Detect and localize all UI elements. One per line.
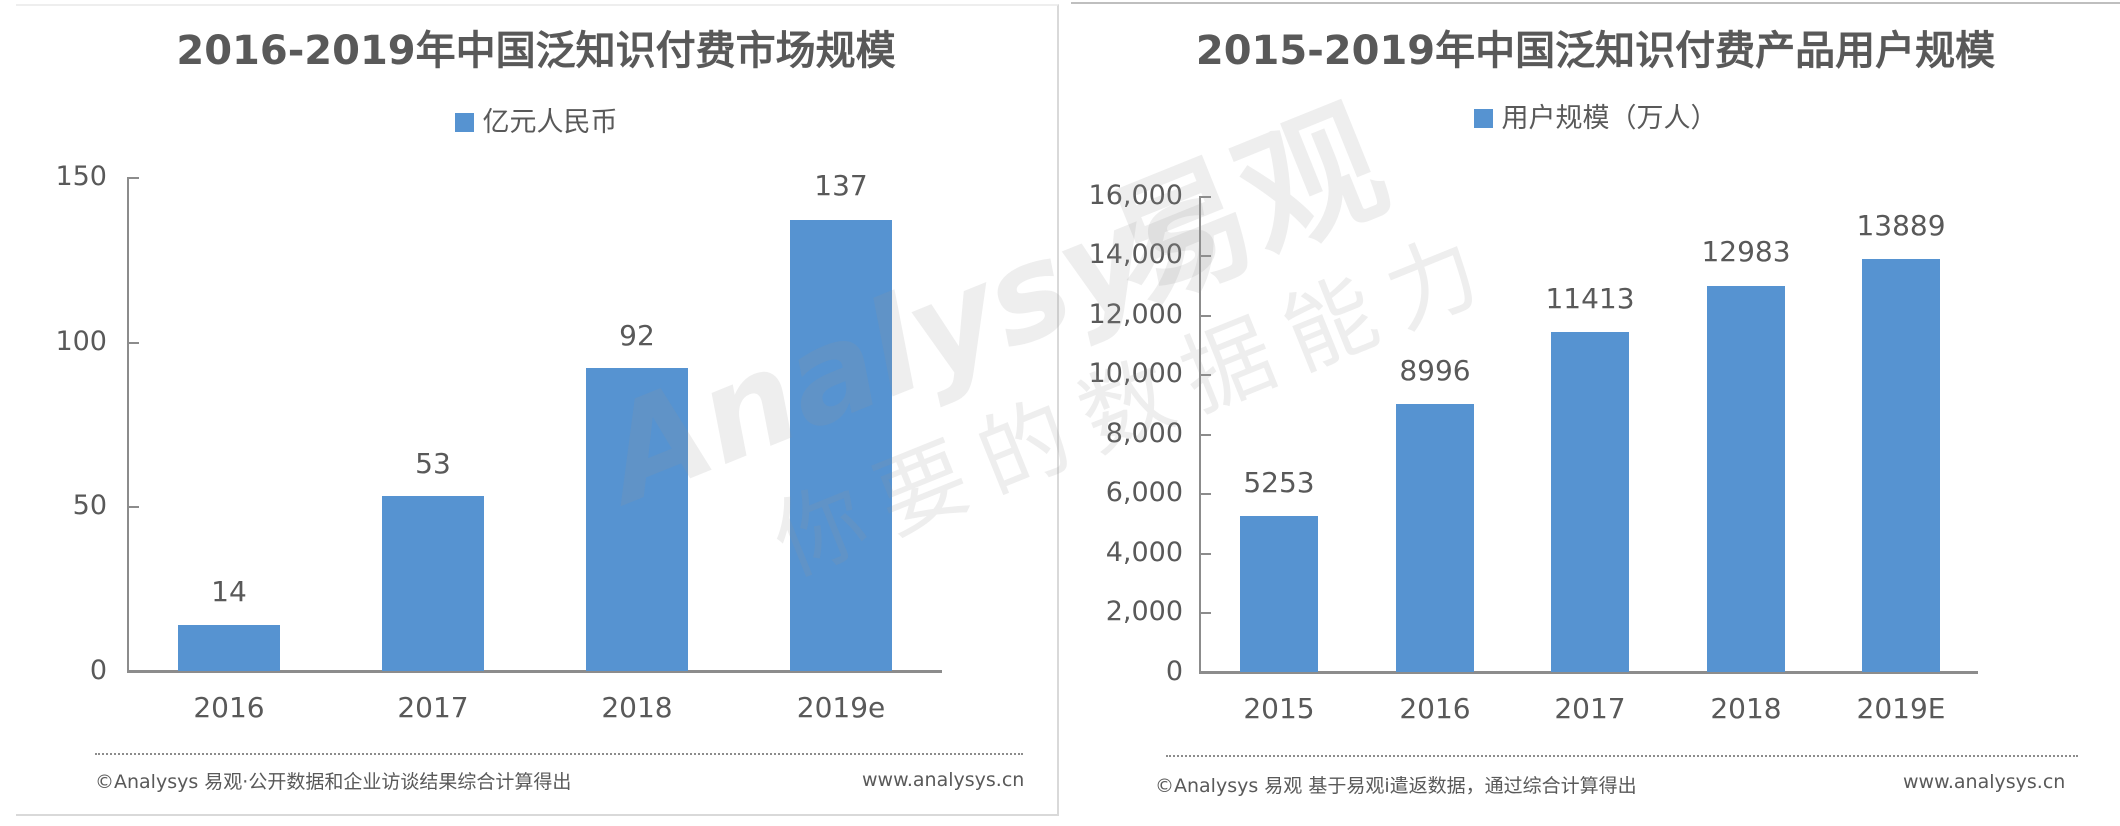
right-bar-2018	[1707, 286, 1785, 672]
right-y-tick	[1199, 374, 1211, 376]
right-y-tick	[1199, 553, 1211, 555]
left-chart-legend: 亿元人民币	[16, 100, 1056, 139]
right-y-tick-label: 10,000	[1088, 358, 1183, 389]
left-y-tick-label: 150	[55, 161, 107, 192]
right-bar-2015	[1240, 516, 1318, 672]
left-footer-url[interactable]: www.analysys.cn	[862, 769, 1025, 791]
left-x-tick-label: 2016	[193, 691, 265, 724]
left-footer-source: ©Analysys 易观·公开数据和企业访谈结果综合计算得出	[95, 771, 572, 793]
right-y-tick-label: 4,000	[1105, 537, 1183, 568]
left-bar-2019e	[790, 220, 892, 671]
left-x-tick-label: 2018	[601, 691, 673, 724]
left-footer-divider	[95, 753, 1023, 755]
left-chart-title: 2016-2019年中国泛知识付费市场规模	[176, 28, 896, 74]
legend-swatch-icon	[1473, 109, 1493, 128]
left-x-tick-label: 2017	[397, 691, 469, 724]
right-y-tick	[1199, 315, 1211, 317]
left-x-axis	[127, 670, 942, 673]
left-y-tick	[127, 506, 139, 508]
right-x-tick-label: 2019E	[1856, 692, 1946, 725]
right-y-tick	[1199, 196, 1211, 198]
right-y-tick	[1199, 434, 1211, 436]
right-bar-value: 5253	[1243, 466, 1315, 499]
right-y-tick	[1199, 612, 1211, 614]
right-bar-value: 11413	[1545, 282, 1635, 315]
left-bar-value: 137	[814, 169, 868, 202]
left-y-tick	[127, 177, 139, 179]
right-bar-value: 12983	[1701, 235, 1791, 268]
legend-swatch-icon	[454, 113, 474, 132]
right-legend-label: 用户规模（万人）	[1501, 103, 1718, 134]
right-x-tick-label: 2017	[1554, 692, 1626, 725]
right-y-tick-label: 8,000	[1105, 418, 1183, 449]
left-y-tick-label: 50	[72, 490, 107, 521]
right-footer-source: ©Analysys 易观 基于易观i遣返数据，通过综合计算得出	[1155, 775, 1637, 797]
right-x-tick-label: 2015	[1243, 692, 1315, 725]
left-y-axis	[127, 177, 129, 672]
left-y-tick-label: 0	[89, 655, 107, 686]
left-x-tick-label: 2019e	[796, 691, 886, 724]
right-y-tick	[1199, 493, 1211, 495]
left-bar-value: 14	[211, 575, 247, 608]
left-bar-2018	[586, 368, 688, 671]
right-y-tick-label: 14,000	[1088, 239, 1183, 270]
left-legend-label: 亿元人民币	[482, 107, 618, 138]
right-y-tick-label: 0	[1165, 656, 1183, 687]
right-x-tick-label: 2016	[1399, 692, 1471, 725]
left-bar-value: 92	[619, 319, 655, 352]
right-footer-divider	[1166, 755, 2078, 757]
right-bar-2019e	[1862, 259, 1940, 672]
right-chart-panel	[1071, 2, 2120, 826]
right-x-tick-label: 2018	[1710, 692, 1782, 725]
right-chart-title: 2015-2019年中国泛知识付费产品用户规模	[1195, 28, 1996, 74]
left-bar-value: 53	[415, 447, 451, 480]
right-bar-value: 8996	[1399, 354, 1471, 387]
right-bar-2016	[1396, 404, 1474, 672]
right-bar-2017	[1551, 332, 1629, 672]
right-footer-url[interactable]: www.analysys.cn	[1903, 771, 2066, 793]
right-bar-value: 13889	[1856, 209, 1946, 242]
left-chart-panel	[16, 4, 1059, 816]
left-bar-2017	[382, 496, 484, 671]
right-chart-legend: 用户规模（万人）	[1071, 96, 2120, 135]
left-bar-2016	[178, 625, 280, 671]
right-y-tick	[1199, 255, 1211, 257]
left-y-tick-label: 100	[55, 326, 107, 357]
right-y-tick-label: 16,000	[1088, 180, 1183, 211]
right-y-tick-label: 12,000	[1088, 299, 1183, 330]
right-y-tick-label: 2,000	[1105, 596, 1183, 627]
right-x-axis	[1199, 671, 1978, 674]
left-y-tick	[127, 342, 139, 344]
right-y-tick-label: 6,000	[1105, 477, 1183, 508]
